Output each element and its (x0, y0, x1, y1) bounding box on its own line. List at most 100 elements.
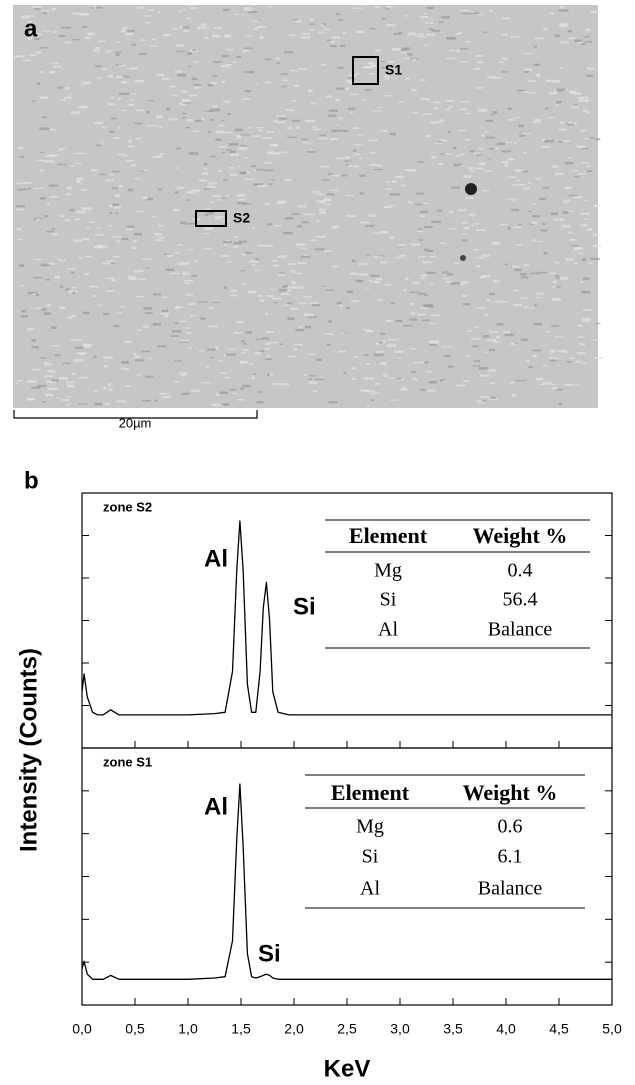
texture (157, 345, 167, 348)
texture (410, 312, 416, 316)
texture (21, 16, 30, 19)
texture (552, 280, 558, 284)
texture (383, 75, 390, 78)
texture (182, 271, 187, 273)
texture (560, 121, 564, 125)
texture (215, 346, 219, 350)
texture (177, 73, 186, 77)
texture (221, 65, 229, 68)
texture (403, 289, 407, 292)
texture (523, 264, 530, 267)
texture (73, 359, 84, 362)
x-axis-label: KeV (324, 1055, 371, 1082)
texture (121, 238, 129, 240)
texture (74, 239, 83, 242)
texture (210, 201, 214, 204)
texture (480, 396, 490, 399)
texture (273, 120, 278, 123)
texture (291, 213, 300, 215)
texture (567, 231, 572, 234)
texture (16, 380, 23, 382)
texture (135, 137, 142, 140)
x-tick-label: 1,0 (178, 1021, 198, 1037)
texture (482, 254, 491, 257)
texture (581, 147, 589, 150)
texture (214, 403, 222, 407)
texture (549, 359, 557, 362)
texture (522, 133, 531, 135)
texture (251, 165, 256, 168)
texture (432, 101, 441, 104)
texture (235, 219, 243, 222)
texture (119, 92, 129, 95)
texture (359, 192, 364, 195)
texture (88, 221, 95, 224)
texture (461, 239, 468, 242)
texture (301, 138, 309, 141)
texture (21, 309, 27, 313)
texture (425, 134, 432, 138)
texture (337, 66, 345, 69)
table-cell: Al (378, 619, 398, 641)
texture (321, 179, 331, 181)
texture (474, 167, 485, 170)
texture (420, 388, 426, 391)
texture (337, 174, 348, 177)
texture (187, 303, 195, 305)
texture (209, 118, 214, 121)
texture (527, 92, 537, 94)
texture (379, 363, 388, 365)
texture (42, 30, 52, 32)
texture (40, 151, 45, 154)
texture (242, 252, 247, 256)
texture (446, 57, 456, 60)
texture (197, 301, 208, 303)
texture (84, 37, 92, 39)
texture (565, 161, 574, 165)
texture (284, 179, 292, 182)
texture (359, 157, 363, 160)
texture (33, 276, 43, 279)
texture (434, 107, 439, 110)
texture (205, 208, 211, 211)
texture (412, 111, 418, 114)
texture (64, 41, 72, 44)
texture (534, 177, 542, 180)
texture (546, 330, 551, 333)
texture (428, 343, 437, 346)
texture (35, 51, 42, 54)
texture (560, 41, 569, 44)
texture (580, 223, 587, 227)
texture (75, 180, 82, 183)
texture (112, 236, 122, 239)
texture (595, 322, 601, 325)
texture (586, 74, 593, 78)
texture (296, 126, 300, 130)
texture (130, 164, 137, 167)
texture (423, 202, 429, 205)
texture (240, 352, 246, 355)
texture (350, 299, 360, 303)
texture (185, 126, 191, 129)
texture (364, 390, 375, 392)
texture (548, 91, 558, 95)
texture (273, 152, 281, 155)
texture (524, 70, 529, 74)
texture (555, 261, 560, 264)
texture (97, 304, 103, 306)
texture (429, 341, 439, 344)
texture (184, 282, 189, 285)
texture (122, 75, 131, 78)
texture (220, 119, 225, 122)
texture (17, 188, 28, 191)
texture (65, 288, 70, 291)
texture (263, 162, 273, 164)
texture (384, 77, 390, 80)
texture (315, 220, 320, 223)
texture (385, 7, 390, 10)
texture (325, 289, 334, 292)
texture (133, 232, 143, 236)
texture (182, 26, 190, 29)
texture (566, 210, 574, 212)
texture (409, 291, 419, 293)
